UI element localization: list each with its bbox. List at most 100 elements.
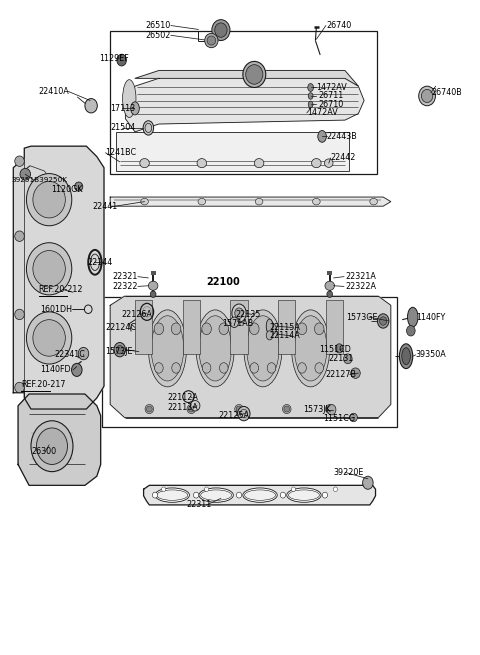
Text: 1601DH: 1601DH xyxy=(40,305,72,314)
Ellipse shape xyxy=(212,20,230,41)
Ellipse shape xyxy=(75,182,83,191)
Polygon shape xyxy=(110,296,391,417)
Bar xyxy=(326,300,343,354)
Ellipse shape xyxy=(31,421,73,472)
Ellipse shape xyxy=(267,323,276,335)
Text: 1140FD: 1140FD xyxy=(40,365,71,375)
Ellipse shape xyxy=(114,343,125,357)
Ellipse shape xyxy=(327,291,333,297)
Bar xyxy=(110,31,377,174)
Ellipse shape xyxy=(197,159,206,168)
Ellipse shape xyxy=(148,310,187,387)
Text: 1140FY: 1140FY xyxy=(417,312,446,322)
Bar xyxy=(102,297,396,426)
Text: 22126A: 22126A xyxy=(121,310,153,319)
Text: 22127B: 22127B xyxy=(325,370,356,379)
Ellipse shape xyxy=(148,281,158,290)
Text: REF.20-217: REF.20-217 xyxy=(22,381,66,389)
Ellipse shape xyxy=(219,363,228,373)
Ellipse shape xyxy=(15,156,24,166)
Ellipse shape xyxy=(325,281,335,290)
Ellipse shape xyxy=(327,406,333,412)
Text: 22341C: 22341C xyxy=(54,350,85,360)
Bar xyxy=(116,132,349,171)
Ellipse shape xyxy=(141,198,148,205)
Ellipse shape xyxy=(15,231,24,242)
Ellipse shape xyxy=(402,348,410,365)
Ellipse shape xyxy=(284,406,289,412)
Ellipse shape xyxy=(230,317,239,328)
Ellipse shape xyxy=(323,492,327,498)
Ellipse shape xyxy=(36,428,68,464)
Ellipse shape xyxy=(287,488,321,502)
Ellipse shape xyxy=(318,130,326,142)
Ellipse shape xyxy=(421,90,433,102)
Ellipse shape xyxy=(294,316,327,381)
Text: 26710: 26710 xyxy=(319,100,344,109)
Ellipse shape xyxy=(243,62,266,88)
Ellipse shape xyxy=(243,488,277,502)
Ellipse shape xyxy=(72,364,82,377)
Text: 26502: 26502 xyxy=(145,31,171,40)
Text: 22311: 22311 xyxy=(187,500,212,510)
Text: 26510: 26510 xyxy=(145,21,171,30)
Ellipse shape xyxy=(312,198,320,205)
Text: 22114A: 22114A xyxy=(270,331,300,341)
Ellipse shape xyxy=(291,310,330,387)
Ellipse shape xyxy=(204,33,218,48)
Ellipse shape xyxy=(202,363,211,373)
Ellipse shape xyxy=(172,363,180,373)
Ellipse shape xyxy=(78,347,89,360)
Ellipse shape xyxy=(308,84,313,92)
Ellipse shape xyxy=(196,310,234,387)
Ellipse shape xyxy=(336,344,343,353)
Text: 1573GE: 1573GE xyxy=(346,312,377,322)
Ellipse shape xyxy=(308,101,313,107)
Polygon shape xyxy=(144,485,375,505)
Ellipse shape xyxy=(153,492,157,498)
Ellipse shape xyxy=(325,404,334,413)
Ellipse shape xyxy=(327,404,336,415)
Text: 1472AV: 1472AV xyxy=(316,83,347,92)
Text: 22113A: 22113A xyxy=(168,403,198,411)
Ellipse shape xyxy=(344,354,352,364)
Ellipse shape xyxy=(202,323,211,335)
Ellipse shape xyxy=(312,159,321,168)
Ellipse shape xyxy=(232,304,246,322)
Text: 22321: 22321 xyxy=(112,272,137,281)
Bar xyxy=(327,271,332,275)
Text: 26711: 26711 xyxy=(319,92,344,100)
Ellipse shape xyxy=(250,363,259,373)
Text: 1120GK: 1120GK xyxy=(51,185,83,194)
Ellipse shape xyxy=(187,404,196,413)
Text: 39350A: 39350A xyxy=(416,350,446,360)
Polygon shape xyxy=(125,79,364,132)
Text: 1151CD: 1151CD xyxy=(319,345,350,354)
Ellipse shape xyxy=(161,487,166,491)
Ellipse shape xyxy=(155,488,190,502)
Ellipse shape xyxy=(280,492,286,498)
Text: 22125A: 22125A xyxy=(218,411,250,420)
Ellipse shape xyxy=(26,174,72,226)
Ellipse shape xyxy=(333,487,337,491)
Ellipse shape xyxy=(150,291,156,297)
Ellipse shape xyxy=(363,476,373,489)
Polygon shape xyxy=(135,71,359,86)
Ellipse shape xyxy=(155,363,163,373)
Ellipse shape xyxy=(131,102,139,115)
Ellipse shape xyxy=(198,198,205,205)
Text: 1472AV: 1472AV xyxy=(307,109,337,117)
Bar xyxy=(135,300,152,354)
Ellipse shape xyxy=(235,404,243,413)
Text: 26740: 26740 xyxy=(326,21,351,30)
Ellipse shape xyxy=(380,317,387,326)
Ellipse shape xyxy=(33,320,65,356)
Ellipse shape xyxy=(199,488,233,502)
Text: 22131: 22131 xyxy=(328,354,354,364)
Text: 22115A: 22115A xyxy=(270,323,300,332)
Ellipse shape xyxy=(145,404,154,413)
Bar xyxy=(230,300,248,354)
Ellipse shape xyxy=(207,36,216,45)
Ellipse shape xyxy=(122,80,136,117)
Ellipse shape xyxy=(236,406,242,412)
